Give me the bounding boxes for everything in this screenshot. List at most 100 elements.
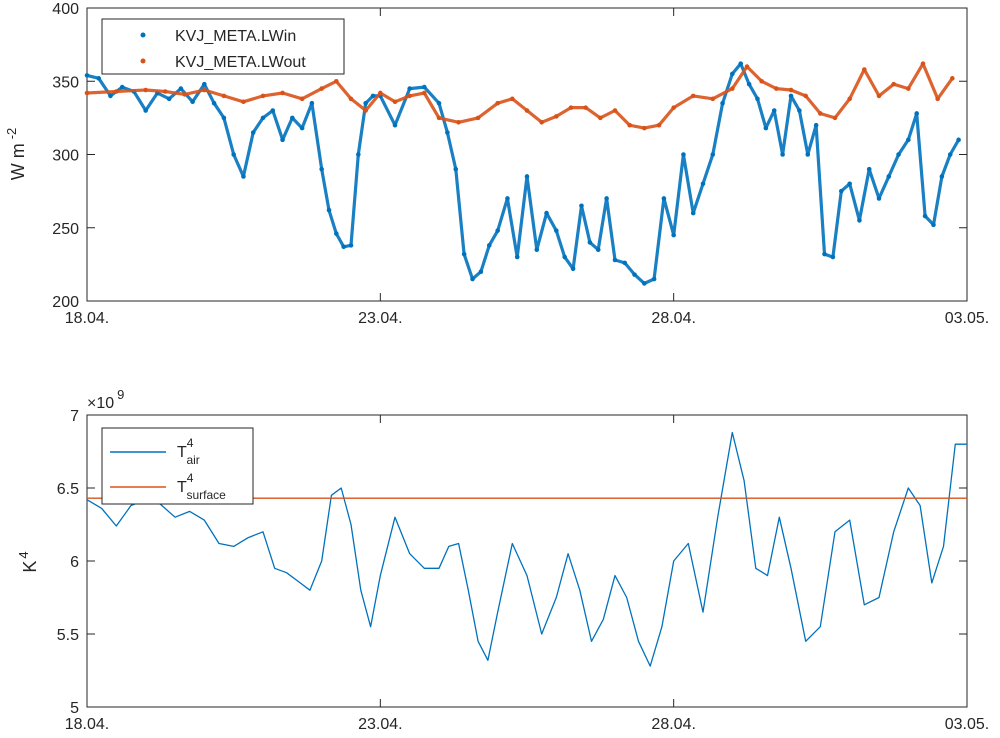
top-data-point (847, 96, 852, 102)
top-data-point (241, 174, 246, 179)
top-data-point (182, 92, 188, 97)
top-data-point (495, 228, 500, 233)
top-data-point (436, 100, 442, 106)
top-data-point (568, 105, 574, 110)
top-data-point (690, 210, 696, 216)
bottom-xtick-label: 03.05. (945, 716, 989, 733)
top-data-point (661, 196, 667, 201)
legend-label-tair: T4 air (177, 436, 200, 467)
top-data-point (730, 71, 735, 77)
top-data-point (363, 108, 368, 113)
top-data-point (202, 87, 207, 93)
top-data-point (475, 115, 481, 121)
top-data-point (847, 181, 852, 187)
top-ytick-label: 300 (52, 148, 79, 165)
top-data-point (456, 119, 461, 125)
top-data-point (231, 152, 236, 157)
top-chart-data (84, 61, 961, 286)
top-data-point (562, 254, 568, 260)
top-data-point (604, 196, 609, 201)
top-ticks: 200 250 300 350 400 18.04. 23.04. 28.04. 03.05. (52, 1, 989, 327)
top-data-point (162, 89, 168, 94)
bottom-legend-box (101, 427, 254, 505)
top-data-point (920, 61, 926, 66)
top-data-point (622, 260, 628, 266)
top-ytick-label: 350 (52, 74, 79, 91)
top-data-point (422, 84, 427, 90)
top-data-point (202, 81, 207, 87)
top-data-point (822, 251, 827, 257)
top-data-point (612, 257, 618, 263)
top-data-point (866, 166, 872, 172)
top-data-point (671, 232, 676, 238)
top-data-point (334, 78, 339, 84)
top-xtick-label: 03.05. (945, 310, 989, 327)
top-data-point (554, 114, 559, 119)
top-data-point (166, 96, 172, 102)
y-multiplier-label: ×109 (87, 387, 124, 412)
top-data-point (935, 96, 940, 102)
top-data-point (260, 93, 266, 99)
top-data-point (857, 218, 862, 223)
top-data-point (108, 93, 113, 99)
top-data-point (886, 174, 892, 179)
top-xtick-label: 23.04. (358, 310, 402, 327)
top-data-point (947, 152, 953, 157)
top-data-point (922, 213, 928, 219)
top-ytick-label: 250 (52, 221, 79, 238)
top-data-point (788, 93, 794, 99)
bottom-chart-panel: 5 5.5 6 6.5 7 18.04. 23.04. 28.04. 03.05. K4 ×10… (16, 387, 989, 733)
top-data-point (363, 100, 368, 106)
top-data-point (514, 254, 520, 260)
top-data-point (914, 111, 920, 116)
top-data-point (119, 84, 125, 90)
legend-label-lwout: KVJ_META.LWout (175, 54, 306, 71)
top-data-point (250, 130, 256, 135)
top-data-point (579, 203, 584, 209)
top-data-point (587, 240, 593, 245)
top-data-point (805, 152, 811, 157)
top-data-point (720, 100, 725, 106)
top-data-point (260, 115, 266, 121)
top-data-point (746, 81, 752, 87)
top-data-point (771, 108, 777, 113)
bottom-ytick-label: 6.5 (57, 481, 79, 498)
top-xtick-label: 28.04. (651, 310, 695, 327)
top-data-point (891, 81, 896, 87)
top-legend: KVJ_META.LWin KVJ_META.LWout (101, 18, 345, 75)
top-data-point (221, 93, 227, 99)
top-data-point (956, 137, 961, 143)
top-data-point (759, 78, 764, 84)
top-data-point (348, 96, 354, 102)
top-data-point (445, 130, 450, 135)
bottom-ytick-label: 6 (70, 554, 79, 571)
top-data-point (495, 100, 500, 106)
top-data-point (570, 266, 576, 272)
top-data-point (280, 90, 285, 96)
top-data-point (178, 86, 184, 91)
top-data-point (348, 243, 354, 248)
top-legend-box (101, 18, 345, 75)
top-data-point (84, 90, 90, 96)
top-data-point (539, 119, 544, 125)
top-data-point (803, 93, 808, 99)
top-data-point (510, 96, 515, 102)
top-data-point (632, 272, 637, 277)
top-data-point (700, 181, 706, 187)
top-data-point (478, 269, 484, 275)
top-ytick-label: 200 (52, 294, 79, 311)
top-data-point (755, 96, 760, 102)
bottom-ytick-label: 5.5 (57, 627, 79, 644)
top-data-point (690, 93, 696, 99)
top-data-point (939, 174, 945, 179)
top-data-point (326, 207, 332, 213)
top-data-point (356, 152, 361, 157)
top-data-point (392, 99, 398, 105)
top-data-point (950, 76, 955, 81)
top-data-point (598, 115, 603, 121)
top-data-point (906, 86, 911, 91)
top-data-point (642, 281, 647, 286)
top-data-point (143, 108, 148, 113)
top-data-point (862, 67, 867, 72)
